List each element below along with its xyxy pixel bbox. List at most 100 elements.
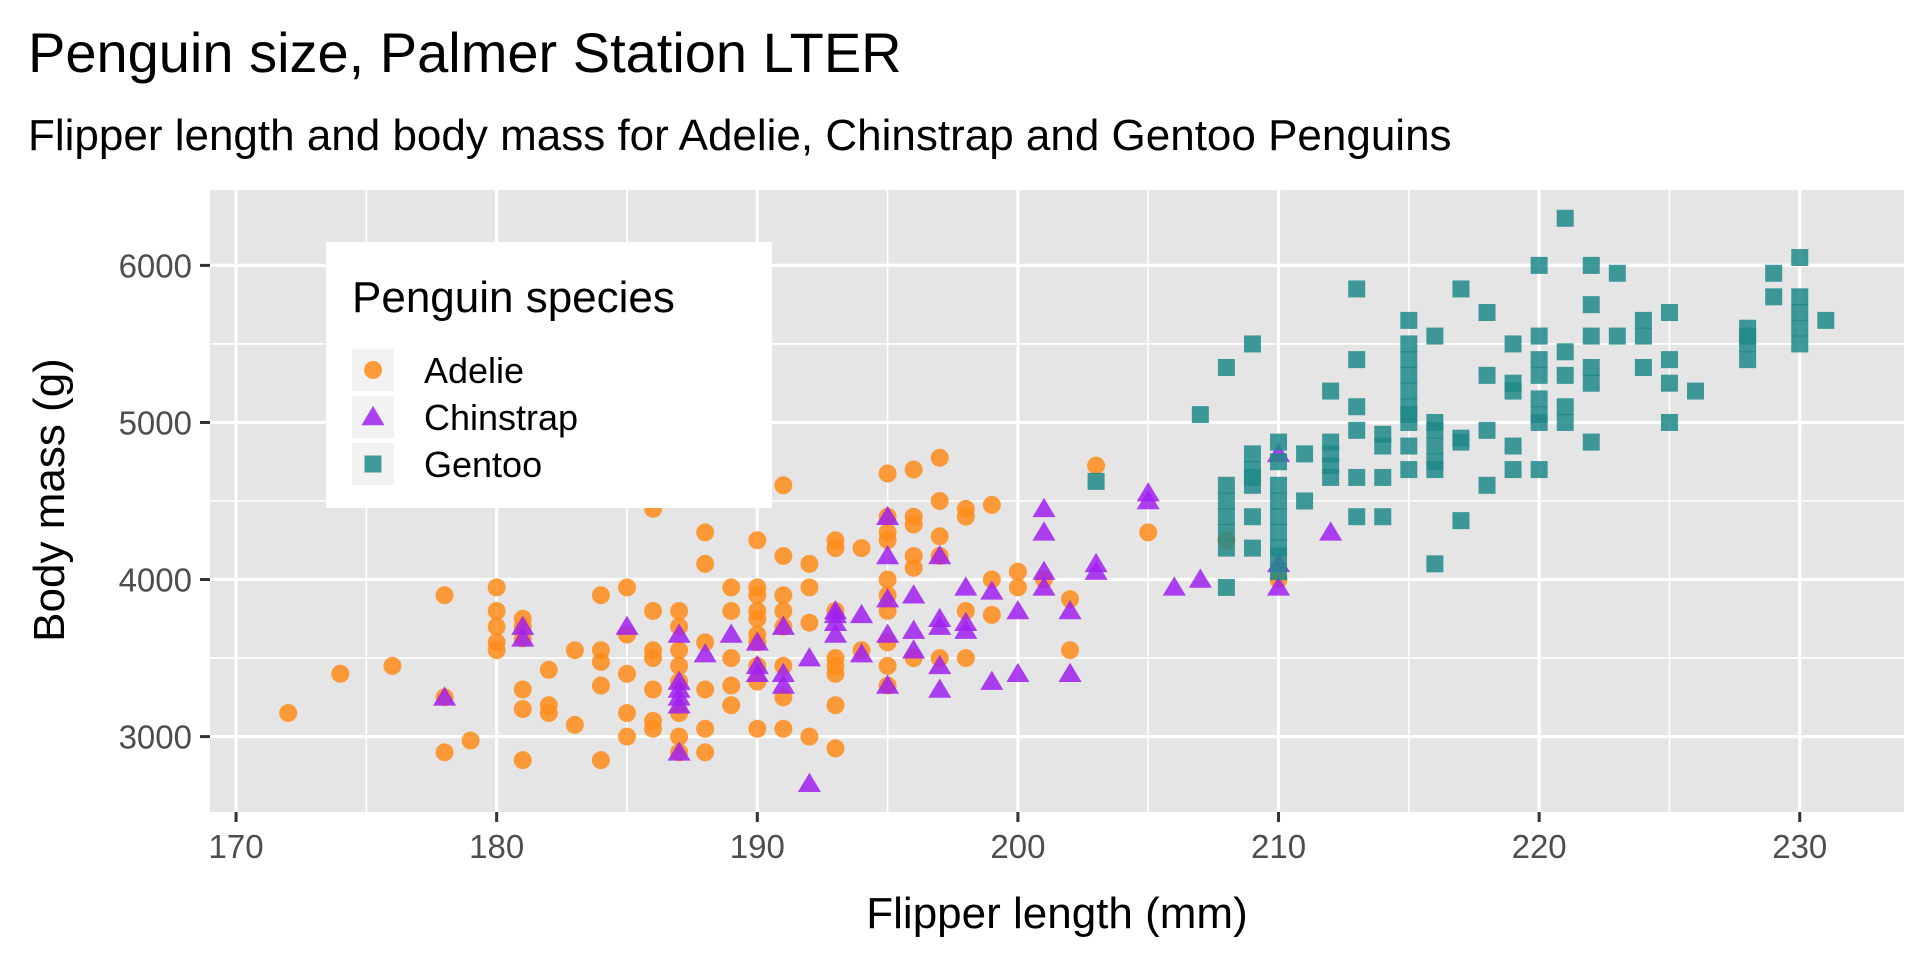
point-gentoo [1426,555,1444,573]
point-gentoo [1400,351,1418,369]
point-adelie [1008,578,1027,597]
point-adelie [852,539,871,558]
legend-key-gentoo [364,455,382,473]
point-adelie [904,460,923,479]
point-gentoo [1296,492,1314,510]
point-gentoo [1452,512,1470,530]
point-adelie [435,743,454,762]
point-adelie [617,727,636,746]
point-gentoo [1660,374,1678,392]
point-gentoo [1582,374,1600,392]
point-adelie [644,680,663,699]
point-gentoo [1243,445,1261,463]
point-gentoo [1530,256,1548,274]
legend-key-chinstrap [361,406,385,426]
point-chinstrap [797,647,821,667]
point-gentoo [1530,327,1548,345]
point-gentoo [1817,311,1835,329]
point-adelie [956,507,975,526]
point-adelie [487,617,506,636]
point-chinstrap [876,544,900,565]
point-adelie [826,739,845,758]
point-adelie [696,554,715,573]
point-gentoo [1348,398,1366,416]
point-chinstrap [1032,576,1056,596]
point-gentoo [1530,390,1548,408]
point-chinstrap [823,623,848,643]
point-chinstrap [745,662,769,683]
point-adelie [461,731,480,750]
point-gentoo [1426,437,1444,455]
point-chinstrap [928,615,952,635]
point-adelie [930,448,949,467]
point-adelie [1061,590,1080,609]
point-chinstrap [1319,521,1343,541]
point-adelie [826,664,845,683]
point-gentoo [1217,508,1235,526]
point-gentoo [1608,264,1626,282]
point-adelie [904,558,923,577]
x-tick-label: 210 [1251,828,1306,865]
point-gentoo [1504,437,1522,455]
point-adelie [617,664,636,683]
point-adelie [748,609,767,628]
legend-title: Penguin species [352,273,675,322]
point-gentoo [1556,366,1574,384]
point-gentoo [1296,445,1314,463]
point-chinstrap [1084,560,1108,580]
point-gentoo [1791,288,1809,306]
point-gentoo [1374,468,1392,486]
point-adelie [982,570,1001,589]
point-chinstrap [980,580,1004,600]
point-gentoo [1556,209,1574,227]
point-gentoo [1582,433,1600,451]
point-chinstrap [1032,497,1056,518]
point-adelie [800,554,819,573]
point-gentoo [1270,453,1288,471]
point-gentoo [1374,437,1392,455]
point-chinstrap [667,694,691,714]
x-tick-label: 200 [990,828,1045,865]
point-gentoo [1739,351,1757,369]
point-adelie [774,546,793,565]
point-gentoo [1582,327,1600,345]
point-gentoo [1791,319,1809,337]
point-adelie [331,664,350,683]
point-adelie [878,464,897,483]
point-gentoo [1400,413,1418,431]
point-adelie [591,676,610,695]
point-gentoo [1217,476,1235,494]
legend-key-adelie [364,361,382,379]
point-adelie [722,696,741,715]
point-adelie [1139,523,1158,542]
series-gentoo [1087,209,1835,596]
y-tick-label: 6000 [119,247,192,284]
point-adelie [800,613,819,632]
point-gentoo [1582,296,1600,314]
legend: Penguin species Adelie Chinstrap Gentoo [326,242,772,508]
point-adelie [800,727,819,746]
point-adelie [644,719,663,738]
point-adelie [670,656,689,675]
point-gentoo [1348,421,1366,439]
point-gentoo [1270,563,1288,581]
point-gentoo [1530,351,1548,369]
point-gentoo [1426,327,1444,345]
point-gentoo [1400,461,1418,479]
point-gentoo [1452,433,1470,451]
point-chinstrap [1136,490,1160,510]
point-adelie [722,578,741,597]
point-adelie [930,492,949,510]
point-adelie [617,578,636,597]
point-chinstrap [797,772,821,792]
legend-label-adelie: Adelie [424,350,524,391]
point-adelie [774,476,793,495]
point-gentoo [1504,461,1522,479]
point-gentoo [1322,468,1340,486]
point-chinstrap [771,615,795,635]
point-chinstrap [1058,599,1082,620]
point-adelie [644,601,663,620]
point-gentoo [1270,476,1288,494]
legend-box [326,242,772,508]
point-chinstrap [667,741,691,761]
